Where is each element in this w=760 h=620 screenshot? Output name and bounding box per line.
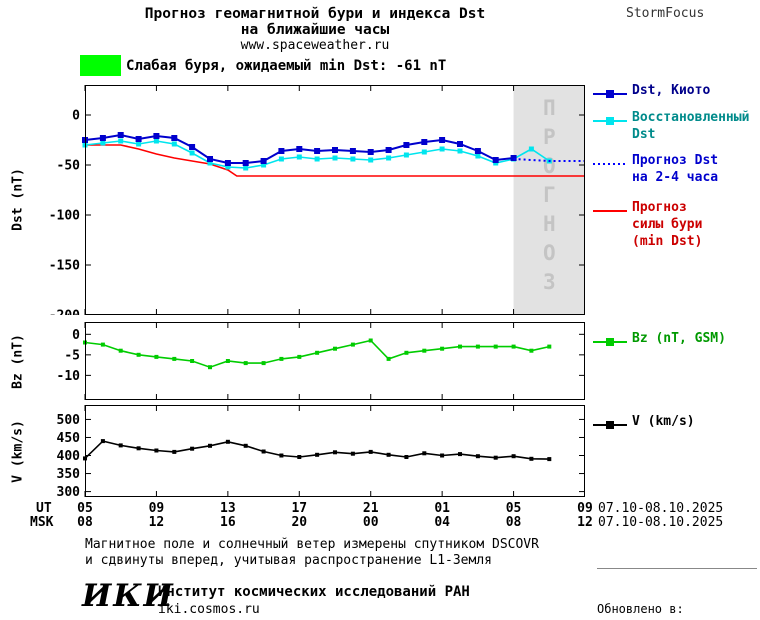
legend-dst-restored: Восстановленный Dst	[592, 110, 749, 144]
svg-text:350: 350	[57, 467, 81, 482]
svg-text:0: 0	[72, 109, 80, 124]
updated-title: Обновлено в:	[597, 602, 684, 617]
x-tick-label: 20	[291, 515, 308, 530]
svg-text:З: З	[543, 270, 556, 294]
bz-chart: 0 -5 -10	[57, 322, 585, 400]
institute-name: Институт космических исследований РАН	[158, 584, 470, 600]
measurement-note-line1: Магнитное поле и солнечный ветер измерен…	[85, 537, 539, 552]
x-tick-label: 05	[505, 501, 522, 516]
page-title-line1: Прогноз геомагнитной бури и индекса Dst	[144, 6, 486, 22]
legend-v-label: V (km/s)	[632, 414, 695, 429]
legend-bz: Bz (nT, GSM)	[592, 331, 726, 348]
svg-text:-100: -100	[49, 209, 80, 224]
storm-level-swatch	[80, 55, 121, 76]
svg-text:500: 500	[57, 413, 81, 428]
svg-text:-50: -50	[57, 159, 81, 174]
measurement-note-line2: и сдвинуты вперед, учитывая распростране…	[85, 553, 492, 568]
storm-forecast-line-sample	[592, 202, 628, 214]
svg-text:Г: Г	[543, 183, 556, 207]
svg-text:О: О	[543, 241, 556, 265]
dst-kyoto-line-sample	[592, 85, 628, 98]
source-site-link[interactable]: www.spaceweather.ru	[240, 38, 390, 53]
svg-text:400: 400	[57, 449, 81, 464]
updated-block: Обновлено в: UT 05:05, 08.10.2025 MSK 08…	[597, 568, 757, 620]
x-tick-label: 04	[434, 515, 450, 530]
legend-dst-forecast-label: Прогноз Dst на 2-4 часа	[632, 153, 719, 185]
msk-date-range: 07.10-08.10.2025	[598, 515, 724, 530]
legend-storm-forecast-label: Прогноз силы бури (min Dst)	[632, 200, 703, 249]
svg-text:О: О	[543, 154, 556, 178]
x-tick-label: 09	[577, 501, 593, 516]
bz-line-sample	[592, 333, 628, 346]
dst-axis-label: Dst (nT)	[10, 168, 26, 231]
x-tick-label: 12	[577, 515, 593, 530]
x-tick-label: 17	[291, 501, 308, 516]
legend-dst-restored-label: Восстановленный Dst	[632, 110, 750, 142]
legend-dst-kyoto: Dst, Киото	[592, 83, 710, 100]
svg-text:-5: -5	[64, 348, 80, 363]
svg-text:П: П	[543, 96, 556, 120]
svg-text:Н: Н	[543, 212, 556, 236]
svg-text:Р: Р	[543, 125, 556, 149]
svg-text:300: 300	[57, 485, 81, 497]
iki-logo: ИКИ	[82, 578, 175, 614]
legend-dst-forecast: Прогноз Dst на 2-4 часа	[592, 153, 718, 187]
v-axis-label: V (km/s)	[10, 420, 26, 483]
x-tick-label: 08	[77, 515, 93, 530]
bz-axis-label: Bz (nT)	[10, 334, 26, 389]
iki-site-link[interactable]: iki.cosmos.ru	[158, 602, 260, 617]
v-line-sample	[592, 416, 628, 429]
svg-text:-200: -200	[49, 309, 80, 316]
x-tick-label: 21	[362, 501, 379, 516]
v-chart: 300 350 400 450 500	[57, 405, 585, 497]
x-tick-label: 13	[220, 501, 236, 516]
legend-dst-kyoto-label: Dst, Киото	[632, 83, 711, 98]
legend-storm-forecast: Прогноз силы бури (min Dst)	[592, 200, 702, 251]
x-tick-label: 00	[362, 515, 379, 530]
x-tick-label: 09	[148, 501, 165, 516]
page-title-line2: на ближайшие часы	[240, 22, 390, 38]
dst-forecast-dotted-line-sample	[592, 155, 628, 167]
msk-axis-letter: MSK	[30, 515, 54, 530]
svg-text:-150: -150	[49, 259, 80, 274]
legend-v: V (km/s)	[592, 414, 695, 431]
x-tick-label: 05	[77, 501, 93, 516]
msk-tick-row: 08 12 16 20 00 04 08 12	[0, 515, 760, 530]
x-tick-label: 12	[148, 515, 165, 530]
ut-date-range: 07.10-08.10.2025	[598, 501, 724, 516]
legend-bz-label: Bz (nT, GSM)	[632, 331, 726, 346]
svg-text:-10: -10	[57, 369, 81, 384]
x-tick-label: 08	[505, 515, 522, 530]
storm-level-text: Слабая буря, ожидаемый min Dst: -61 nT	[126, 58, 447, 74]
stormfocus-brand: StormFocus	[626, 6, 705, 21]
svg-text:0: 0	[72, 328, 80, 343]
svg-text:450: 450	[57, 431, 81, 446]
x-tick-label: 16	[220, 515, 236, 530]
dst-restored-line-sample	[592, 112, 628, 125]
x-tick-label: 01	[434, 501, 450, 516]
ut-tick-row: 05 09 13 17 21 01 05 09	[0, 501, 760, 516]
ut-axis-letter: UT	[36, 501, 52, 516]
